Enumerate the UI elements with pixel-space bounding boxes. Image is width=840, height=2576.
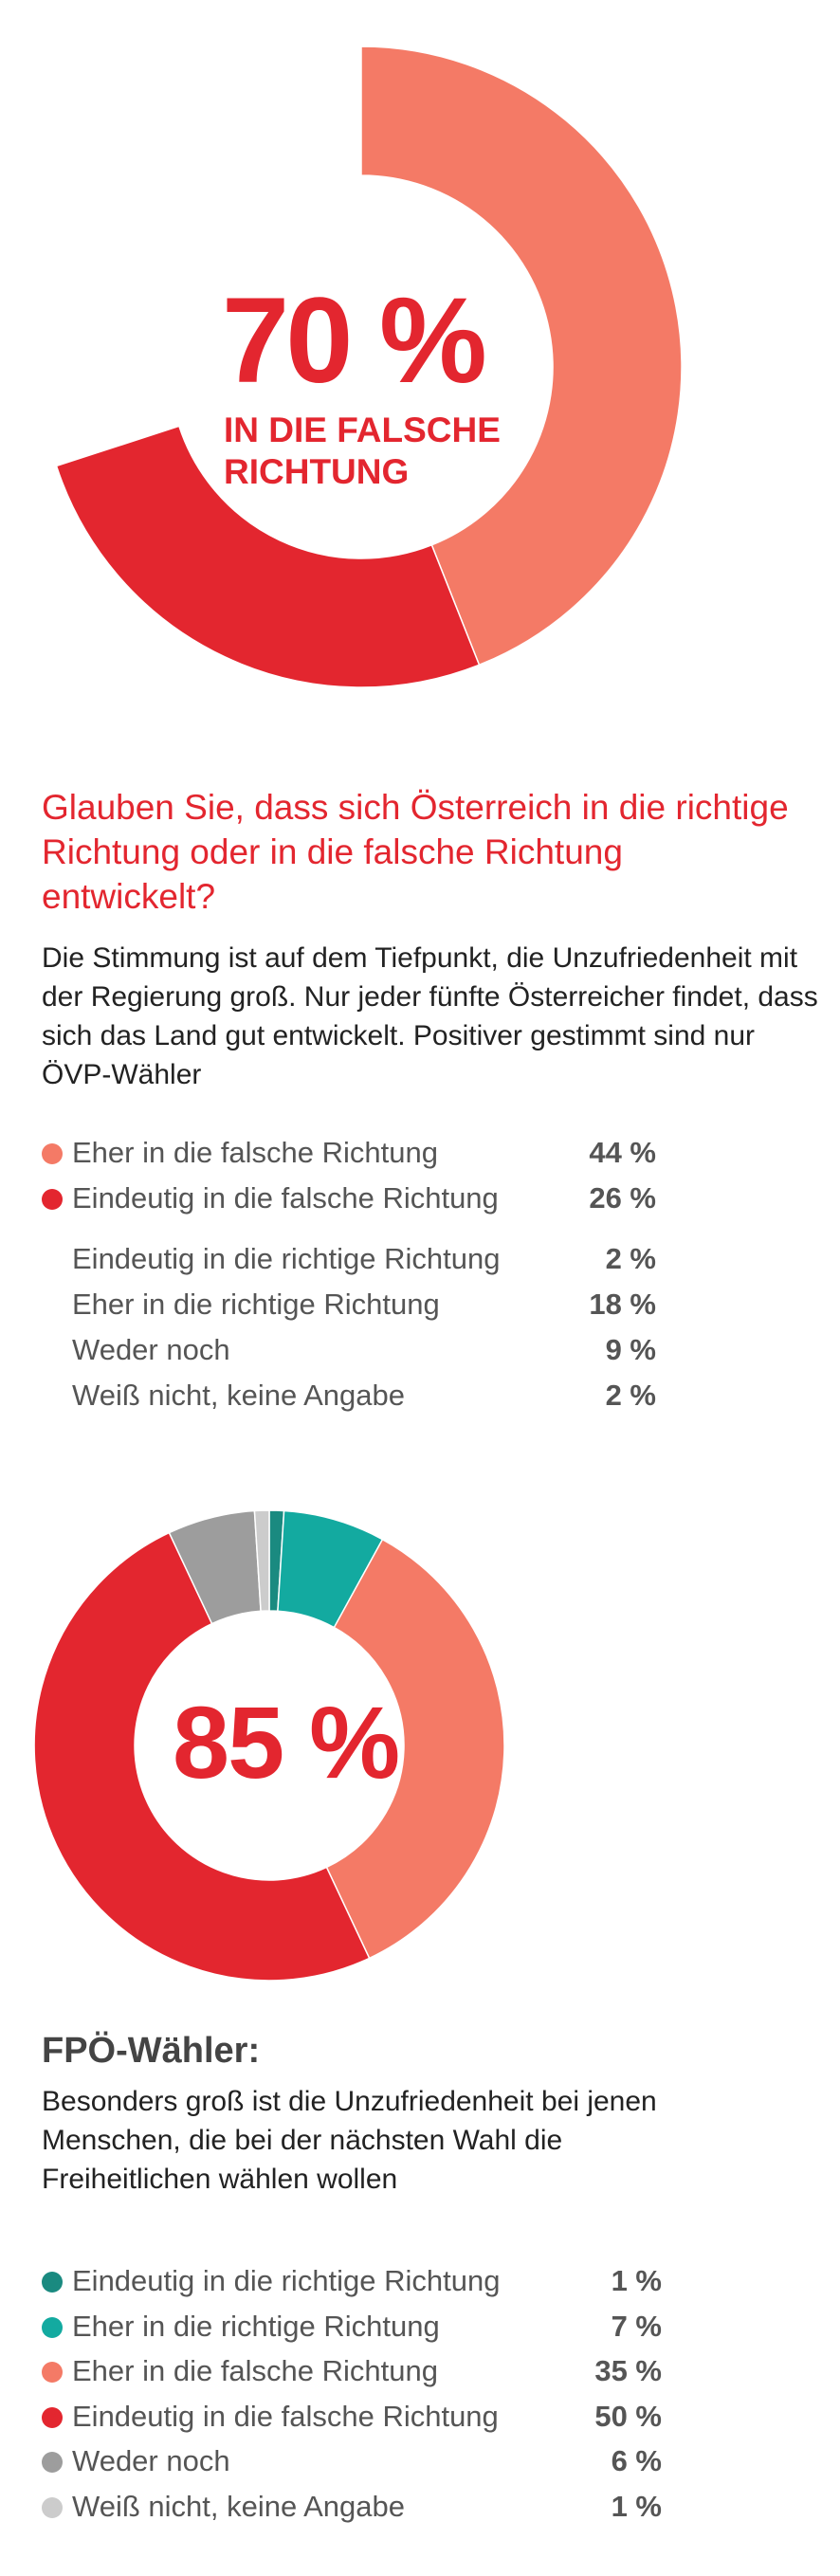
legend-item-eher-in-die-richtige-richtung: Eher in die richtige Richtung 18 % [40, 1282, 656, 1327]
legend-value: 6 % [611, 2444, 662, 2477]
legend-label: Eher in die richtige Richtung [72, 1288, 440, 1321]
legend-item-eher-in-die-falsche-richtung: Eher in die falsche Richtung 35 % [40, 2348, 662, 2394]
center-label-overall: IN DIE FALSCHE RICHTUNG [224, 411, 501, 491]
legend-item-eher-in-die-falsche-richtung: Eher in die falsche Richtung 44 % [40, 1130, 656, 1176]
legend-label: Eindeutig in die richtige Richtung [72, 1242, 501, 1275]
legend-item-eindeutig-in-die-falsche-richtung: Eindeutig in die falsche Richtung 50 % [40, 2394, 662, 2439]
legend-item-eher-in-die-richtige-richtung: Eher in die richtige Richtung 7 % [40, 2304, 662, 2349]
legend-label: Weder noch [72, 1333, 230, 1366]
center-value-overall: 70 % [222, 273, 487, 409]
slice-eher-in-die-falsche-richtung [325, 1538, 505, 1960]
fpo-title: FPÖ-Wähler: [42, 2031, 261, 2071]
legend-value: 9 % [605, 1333, 656, 1366]
legend-value: 1 % [611, 2489, 662, 2523]
donut-chart-overall [55, 46, 683, 688]
legend-dot-icon [42, 1143, 63, 1164]
legend-item-weiss-nicht-keine-angabe: Weiß nicht, keine Angabe 1 % [40, 2484, 662, 2530]
legend-value: 18 % [589, 1288, 656, 1321]
legend-label: Weder noch [72, 2444, 230, 2477]
slice-eher-in-die-falsche-richtung [360, 46, 683, 667]
slice-eindeutig-in-die-falsche-richtung [55, 425, 481, 688]
question-heading: Glauben Sie, dass sich Österreich in die… [42, 788, 789, 916]
legend-overall-wrong: Eher in die falsche Richtung 44 % Eindeuti… [40, 1130, 656, 1221]
legend-item-eindeutig-in-die-richtige-richtung: Eindeutig in die richtige Richtung 1 % [40, 2258, 662, 2304]
fpo-text: Besonders groß ist die Unzufriedenheit b… [42, 2086, 657, 2195]
legend-label: Eindeutig in die richtige Richtung [72, 2264, 501, 2297]
slice-eindeutig-in-die-falsche-richtung [33, 1531, 371, 1982]
legend-dot-icon [42, 2272, 63, 2293]
legend-label: Weiß nicht, keine Angabe [72, 2489, 405, 2523]
legend-value: 1 % [611, 2264, 662, 2297]
legend-label: Eindeutig in die falsche Richtung [72, 2399, 499, 2433]
legend-value: 2 % [605, 1379, 656, 1412]
legend-value: 44 % [589, 1136, 656, 1169]
slice-weiss-nicht-keine-angabe [253, 1509, 270, 1613]
legend-dot-icon [42, 2496, 63, 2518]
legend-item-eindeutig-in-die-richtige-richtung: Eindeutig in die richtige Richtung 2 % [40, 1236, 656, 1282]
legend-item-weiss-nicht-keine-angabe: Weiß nicht, keine Angabe 2 % [40, 1373, 656, 1418]
legend-value: 50 % [594, 2399, 662, 2433]
legend-dot-icon [42, 2406, 63, 2428]
legend-value: 35 % [594, 2354, 662, 2387]
legend-label: Eindeutig in die falsche Richtung [72, 1181, 499, 1215]
intro-text: Die Stimmung ist auf dem Tiefpunkt, die … [42, 942, 818, 1090]
legend-overall-other: Eindeutig in die richtige Richtung 2 % Ehe… [40, 1236, 656, 1418]
legend-label: Eher in die falsche Richtung [72, 1136, 439, 1169]
legend-dot-icon [42, 2452, 63, 2473]
legend-item-eindeutig-in-die-falsche-richtung: Eindeutig in die falsche Richtung 26 % [40, 1176, 656, 1221]
legend-label: Eher in die richtige Richtung [72, 2309, 440, 2343]
legend-dot-icon [42, 1189, 63, 1210]
legend-label: Eher in die falsche Richtung [72, 2354, 439, 2387]
legend-value: 7 % [611, 2309, 662, 2343]
legend-value: 2 % [605, 1242, 656, 1275]
center-value-fpo: 85 % [173, 1685, 400, 1800]
legend-label: Weiß nicht, keine Angabe [72, 1379, 405, 1412]
legend-value: 26 % [589, 1181, 656, 1215]
legend-fpo: Eindeutig in die richtige Richtung 1 % Ehe… [40, 2258, 662, 2529]
legend-item-weder-noch: Weder noch 9 % [40, 1327, 656, 1373]
legend-dot-icon [42, 2362, 63, 2383]
donut-chart-fpo [33, 1509, 505, 1982]
legend-item-weder-noch: Weder noch 6 % [40, 2439, 662, 2484]
legend-dot-icon [42, 2316, 63, 2338]
